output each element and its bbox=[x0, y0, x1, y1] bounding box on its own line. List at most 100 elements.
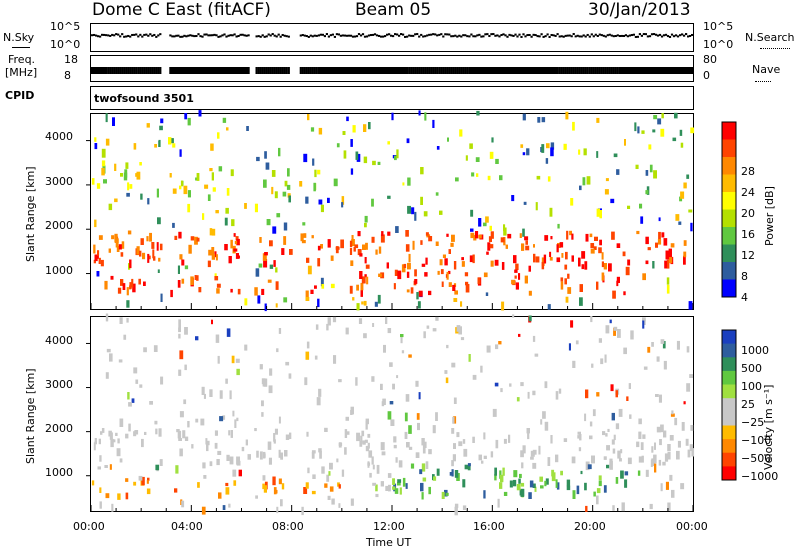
nsky-trace bbox=[129, 35, 132, 38]
power-echo bbox=[198, 287, 202, 293]
velocity-echo bbox=[345, 416, 349, 421]
velocity-echo bbox=[544, 480, 547, 487]
nsky-trace bbox=[378, 34, 381, 37]
nsky-trace bbox=[105, 34, 108, 37]
power-echo bbox=[283, 236, 287, 245]
freq-trace bbox=[468, 67, 471, 74]
nsky-trace bbox=[542, 35, 545, 38]
velocity-echo bbox=[445, 377, 449, 384]
freq-trace bbox=[121, 67, 124, 74]
velocity-echo bbox=[241, 446, 245, 452]
freq-trace bbox=[269, 67, 272, 74]
nsky-trace bbox=[586, 33, 589, 36]
power-echo bbox=[364, 215, 368, 223]
velocity-echo bbox=[467, 466, 471, 471]
power-echo bbox=[444, 258, 448, 266]
power-cb-tick-16: 16 bbox=[741, 228, 755, 241]
nsky-trace bbox=[245, 34, 248, 37]
nsky-trace bbox=[668, 35, 672, 38]
power-echo bbox=[169, 173, 172, 178]
velocity-echo bbox=[613, 326, 618, 331]
power-echo bbox=[683, 240, 687, 246]
nsky-trace bbox=[303, 34, 306, 37]
power-echo bbox=[93, 259, 96, 264]
freq-trace bbox=[494, 67, 497, 74]
xtick-3: 12:00 bbox=[373, 520, 405, 533]
velocity-echo bbox=[566, 485, 571, 491]
power-echo bbox=[349, 285, 353, 294]
xtick-5: 20:00 bbox=[574, 520, 606, 533]
power-echo bbox=[312, 158, 315, 166]
power-echo bbox=[596, 117, 600, 123]
velocity-colorbar-swatch bbox=[722, 425, 736, 440]
velocity-ytick-2000: 2000 bbox=[45, 422, 73, 435]
freq-trace bbox=[203, 67, 206, 74]
velocity-echo bbox=[206, 443, 209, 452]
power-echo bbox=[159, 243, 163, 251]
velocity-echo bbox=[499, 482, 503, 489]
velocity-echo bbox=[365, 420, 368, 430]
power-echo bbox=[353, 247, 356, 252]
power-echo bbox=[582, 177, 586, 186]
power-colorbar-swatch bbox=[722, 227, 736, 245]
power-echo bbox=[567, 273, 570, 279]
velocity-echo bbox=[101, 428, 105, 433]
power-echo bbox=[314, 169, 317, 178]
freq-trace bbox=[462, 67, 465, 74]
nsky-trace bbox=[664, 33, 668, 36]
velocity-echo bbox=[612, 505, 615, 511]
power-echo bbox=[565, 111, 569, 120]
velocity-echo bbox=[381, 401, 385, 407]
nsky-trace bbox=[299, 34, 302, 37]
power-echo bbox=[537, 117, 541, 123]
power-echo bbox=[612, 290, 616, 299]
nsky-trace bbox=[610, 34, 613, 37]
power-echo bbox=[561, 253, 564, 258]
velocity-echo bbox=[451, 362, 456, 368]
freq-trace bbox=[271, 67, 274, 74]
freq-trace bbox=[233, 67, 236, 74]
power-echo bbox=[172, 143, 176, 148]
freq-trace bbox=[175, 67, 178, 74]
nsky-trace bbox=[195, 35, 198, 38]
freq-trace bbox=[578, 67, 581, 74]
freq-trace bbox=[622, 67, 625, 74]
freq-trace bbox=[584, 67, 587, 74]
power-echo bbox=[501, 262, 505, 270]
power-echo bbox=[98, 257, 101, 264]
power-echo bbox=[271, 170, 276, 177]
velocity-echo bbox=[587, 464, 592, 470]
nsky-trace bbox=[255, 35, 258, 38]
velocity-echo bbox=[410, 463, 415, 469]
power-echo bbox=[511, 195, 515, 202]
freq-trace bbox=[683, 67, 686, 74]
velocity-echo bbox=[512, 479, 517, 487]
velocity-echo bbox=[222, 505, 226, 510]
freq-trace bbox=[388, 67, 391, 74]
freq-trace bbox=[512, 67, 515, 74]
nsky-trace bbox=[101, 33, 104, 36]
freq-trace bbox=[141, 67, 144, 74]
velocity-echo bbox=[104, 465, 108, 468]
freq-trace bbox=[456, 67, 459, 74]
power-echo bbox=[333, 178, 338, 187]
freq-trace bbox=[325, 67, 328, 74]
nsky-trace bbox=[325, 33, 328, 36]
power-colorbar-swatch bbox=[722, 244, 736, 263]
velocity-echo bbox=[689, 444, 694, 451]
velocity-echo bbox=[419, 469, 423, 475]
power-echo bbox=[586, 176, 591, 185]
velocity-echo bbox=[445, 492, 449, 496]
nsky-legend-line bbox=[12, 47, 30, 48]
power-echo bbox=[526, 148, 530, 156]
freq-trace bbox=[546, 67, 549, 74]
nsky-trace bbox=[432, 33, 435, 36]
freq-trace bbox=[576, 67, 579, 74]
power-echo bbox=[108, 248, 111, 253]
velocity-echo bbox=[332, 316, 337, 323]
velocity-echo bbox=[544, 381, 548, 389]
power-echo bbox=[501, 301, 505, 311]
velocity-echo bbox=[551, 469, 555, 477]
velocity-echo bbox=[667, 502, 671, 511]
velocity-echo bbox=[458, 441, 463, 447]
